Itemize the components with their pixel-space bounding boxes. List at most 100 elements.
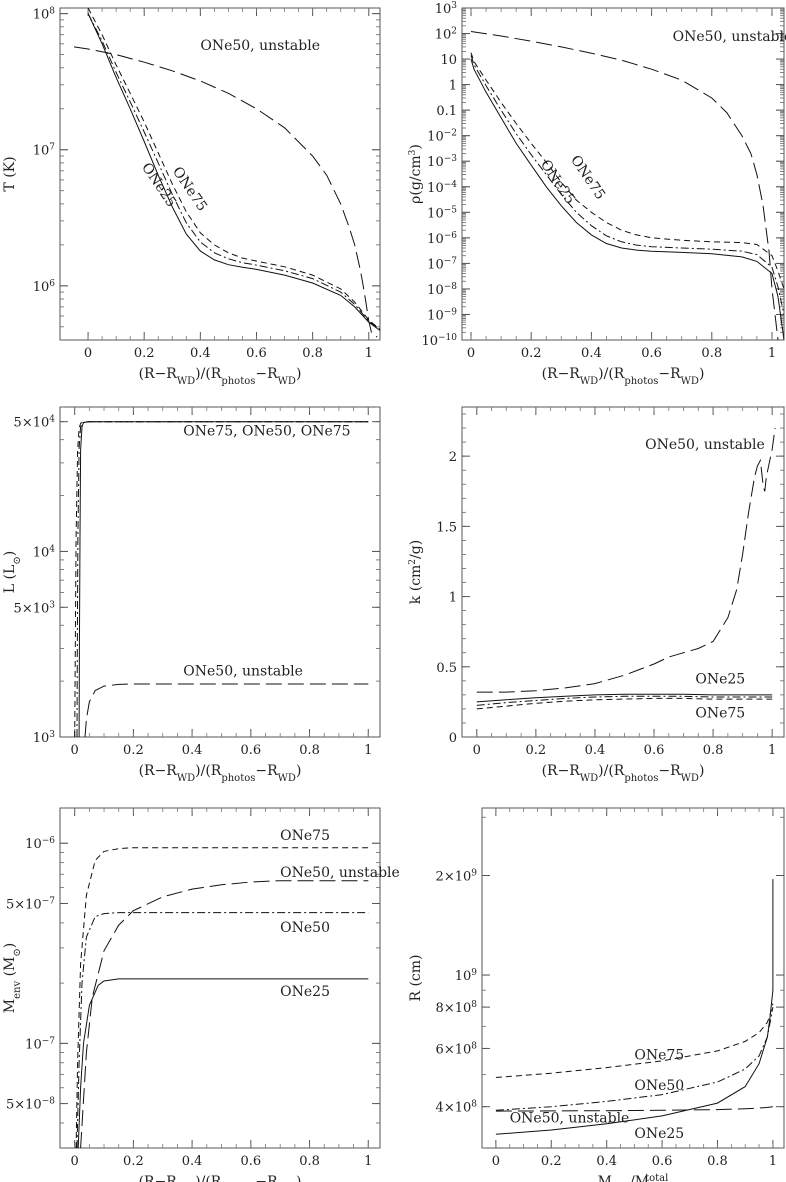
- y-tick-label: 1: [449, 79, 457, 94]
- y-tick-label: 106: [33, 279, 56, 295]
- density-panel: 0 0.2 0.4 0.6 0.8 1 10−10 10−9 10−8 10−7 10−6 10−5 1…: [408, 1, 786, 387]
- temperature-panel: 0 0.2 0.4 0.6 0.8 1 106 107 108 (R−RWD)/(Rphotos−…: [2, 7, 381, 387]
- series-oneC: [495, 1007, 774, 1111]
- series-annotation: ONe25: [634, 1126, 684, 1142]
- plot-frame: [461, 406, 785, 738]
- series-annotation: ONe50, unstable: [280, 865, 400, 881]
- series-annotation: ONe75, ONe50, ONe75: [183, 424, 350, 440]
- x-tick-label: 0.4: [596, 1154, 617, 1169]
- y-tick-label: 104: [33, 544, 56, 560]
- x-tick-label: 0.4: [190, 346, 211, 361]
- y-axis-label: T (K): [2, 156, 18, 191]
- series-oneA: [476, 693, 773, 703]
- y-tick-label: 10−3: [427, 154, 457, 170]
- series-unstable: [476, 428, 776, 693]
- y-tick-label: 0: [449, 731, 457, 746]
- plot-frame: [59, 406, 381, 738]
- x-tick-label: 0.4: [182, 743, 203, 758]
- series-annotation: ONe50, unstable: [183, 663, 303, 679]
- y-tick-label: 6×108: [436, 1041, 478, 1057]
- series-annotation: ONe25: [695, 672, 745, 688]
- x-tick-label: 0: [84, 346, 92, 361]
- y-tick-label: 4×108: [436, 1100, 478, 1116]
- plot-frame: [59, 807, 381, 1149]
- y-tick-label: 10−7: [427, 256, 457, 272]
- x-axis-label: (R−RWD)/(Rphotos−RWD): [542, 366, 705, 387]
- y-tick-label: 2×109: [436, 869, 478, 885]
- series-annotation: ONe50: [280, 920, 330, 936]
- x-tick-label: 1: [768, 346, 776, 361]
- plot-frame: [59, 7, 381, 341]
- series-annotation: ONe75: [695, 705, 745, 721]
- y-tick-label: 10−8: [427, 282, 457, 298]
- y-tick-label: 8×108: [436, 1000, 478, 1016]
- y-tick-label: 10−4: [427, 180, 457, 196]
- series-annotation: ONe50, unstable: [673, 29, 786, 45]
- x-tick-label: 0.2: [541, 1154, 562, 1169]
- y-tick-label: 5×10−7: [6, 896, 55, 912]
- series-oneB: [75, 847, 369, 1148]
- series-oneB: [470, 52, 784, 290]
- x-tick-label: 0.2: [521, 346, 542, 361]
- series-oneA: [87, 13, 380, 331]
- plot-frame: [481, 807, 785, 1149]
- series-oneC: [470, 55, 784, 315]
- y-tick-label: 103: [435, 1, 458, 17]
- series-annotation: ONe25: [138, 160, 179, 210]
- x-axis-label: (R−RWD)/(Rphotos−RWD): [139, 366, 302, 387]
- x-tick-label: 0.4: [581, 346, 602, 361]
- y-tick-label: 10−9: [427, 307, 457, 323]
- x-tick-label: 0.2: [123, 743, 144, 758]
- x-tick-label: 0.8: [707, 1154, 728, 1169]
- series-oneA: [470, 58, 784, 340]
- x-tick-label: 0: [492, 1154, 500, 1169]
- x-tick-label: 0.8: [299, 1154, 320, 1169]
- x-tick-label: 1: [768, 743, 776, 758]
- series-annotation: ONe50: [634, 1078, 684, 1094]
- x-tick-label: 1: [769, 1154, 777, 1169]
- y-axis-label: L (L⊙): [2, 551, 23, 593]
- series-annotation: ONe50, unstable: [200, 38, 320, 54]
- series-annotation: ONe75: [280, 828, 330, 844]
- series-annotation: ONe25: [280, 984, 330, 1000]
- series-annotation: ONe50, unstable: [645, 437, 765, 453]
- y-tick-label: 1: [449, 591, 457, 606]
- x-tick-label: 0: [71, 743, 79, 758]
- y-tick-label: 5×103: [14, 600, 56, 616]
- series-oneB: [87, 8, 380, 330]
- series-oneA: [77, 978, 369, 1148]
- x-tick-label: 1: [364, 1154, 372, 1169]
- series-oneC: [76, 912, 369, 1148]
- x-axis-label: (R−RWD)/(Rphotos−RWD): [139, 763, 302, 784]
- x-tick-label: 0.6: [652, 1154, 673, 1169]
- series-unstable: [84, 683, 369, 737]
- y-tick-label: 0.5: [436, 661, 457, 676]
- x-tick-label: 0.8: [299, 743, 320, 758]
- series-oneA: [78, 421, 369, 737]
- y-axis-label: Menv (M⊙): [2, 943, 23, 1013]
- x-tick-label: 0.4: [182, 1154, 203, 1169]
- y-tick-label: 10−2: [427, 129, 457, 145]
- series-oneA: [495, 879, 774, 1135]
- x-tick-label: 0: [473, 743, 481, 758]
- y-tick-label: 10−6: [25, 836, 55, 852]
- x-tick-label: 0.8: [302, 346, 323, 361]
- series-annotation: ONe50, unstable: [510, 1111, 630, 1127]
- x-tick-label: 0.6: [240, 743, 261, 758]
- x-tick-label: 0.6: [240, 1154, 261, 1169]
- x-axis-label: (R−RWD)/(Rphotos−RWD): [139, 1174, 302, 1182]
- series-annotation: ONe75: [634, 1048, 684, 1064]
- x-tick-label: 0.6: [644, 743, 665, 758]
- luminosity-panel: 0 0.2 0.4 0.6 0.8 1 103 5×103 104 5×104 (R−RWD)/(R…: [2, 406, 381, 784]
- plot-frame: [461, 7, 785, 341]
- series-oneC: [87, 13, 380, 331]
- envelope-mass-panel: 0 0.2 0.4 0.6 0.8 1 5×10−8 10−7 5×10−7 10−6 (R−RWD…: [2, 807, 400, 1182]
- y-axis-label: k (cm2/g): [408, 540, 424, 604]
- y-tick-label: 10−5: [427, 205, 457, 221]
- x-tick-label: 0.8: [703, 743, 724, 758]
- y-tick-label: 0.1: [436, 104, 457, 119]
- series-unstable: [495, 1106, 773, 1112]
- opacity-panel: 0 0.2 0.4 0.6 0.8 1 0 0.5 1 1.5 2 (R−RWD)/(Rphotos−…: [408, 406, 785, 784]
- radius-panel: 0 0.2 0.4 0.6 0.8 1 4×108 6×108 8×108 109 2×109 Men…: [408, 807, 785, 1182]
